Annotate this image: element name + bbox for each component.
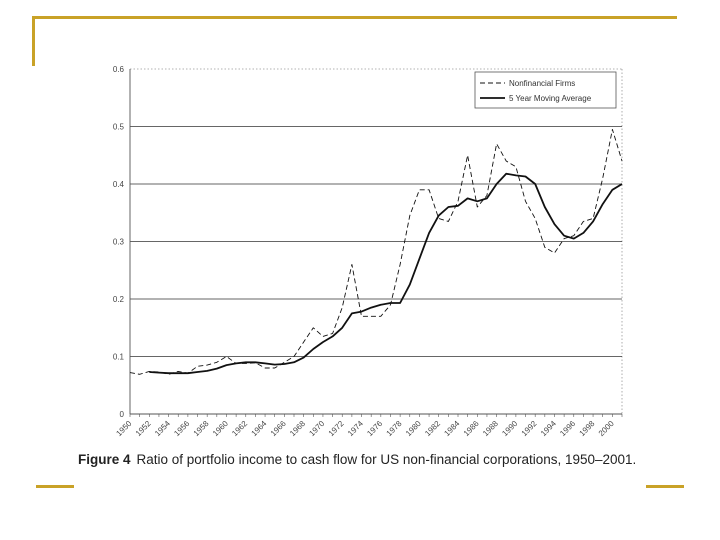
- slide-accent-bottom-left-bar: [36, 485, 74, 488]
- x-tick-label: 1966: [269, 419, 288, 438]
- y-tick-label: 0.2: [113, 295, 125, 304]
- y-tick-label: 0: [120, 410, 125, 419]
- x-tick-label: 1990: [500, 419, 519, 438]
- y-tick-label: 0.5: [113, 123, 125, 132]
- x-tick-label: 2000: [597, 419, 616, 438]
- x-tick-label: 1988: [481, 419, 500, 438]
- y-tick-label: 0.4: [113, 180, 125, 189]
- x-tick-label: 1992: [520, 419, 539, 438]
- slide-accent-left-bar: [32, 16, 35, 66]
- x-tick-label: 1958: [192, 419, 211, 438]
- x-tick-label: 1976: [365, 419, 384, 438]
- x-tick-label: 1974: [346, 419, 365, 438]
- x-tick-label: 1984: [442, 419, 461, 438]
- x-tick-label: 1978: [385, 419, 404, 438]
- x-tick-label: 1964: [250, 419, 269, 438]
- y-tick-label: 0.1: [113, 353, 125, 362]
- figure-caption-text: Ratio of portfolio income to cash flow f…: [136, 452, 637, 467]
- x-tick-label: 1968: [288, 419, 307, 438]
- series-line-1: [129, 128, 623, 375]
- series-line-2: [149, 172, 623, 375]
- x-tick-label: 1972: [327, 419, 346, 438]
- y-tick-label: 0.6: [113, 65, 125, 74]
- legend-label-2: 5 Year Moving Average: [509, 94, 592, 103]
- x-tick-label: 1970: [307, 419, 326, 438]
- x-tick-label: 1956: [172, 419, 191, 438]
- figure-caption: Figure 4 Ratio of portfolio income to cas…: [78, 452, 678, 467]
- figure-label: Figure 4: [78, 452, 131, 467]
- x-tick-label: 1982: [423, 419, 442, 438]
- x-tick-label: 1960: [211, 419, 230, 438]
- x-tick-label: 1980: [404, 419, 423, 438]
- x-tick-label: 1994: [539, 419, 558, 438]
- x-tick-label: 1950: [114, 419, 133, 438]
- legend-label-1: Nonfinancial Firms: [509, 79, 575, 88]
- x-tick-label: 1962: [230, 419, 249, 438]
- x-tick-label: 1986: [462, 419, 481, 438]
- x-tick-label: 1954: [153, 419, 172, 438]
- legend-box: [474, 71, 617, 109]
- slide-accent-bottom-right-bar: [646, 485, 684, 488]
- x-tick-label: 1996: [558, 419, 577, 438]
- x-tick-label: 1952: [134, 419, 153, 438]
- x-tick-label: 1998: [578, 419, 597, 438]
- y-tick-label: 0.3: [113, 238, 125, 247]
- slide-accent-top-bar: [32, 16, 677, 19]
